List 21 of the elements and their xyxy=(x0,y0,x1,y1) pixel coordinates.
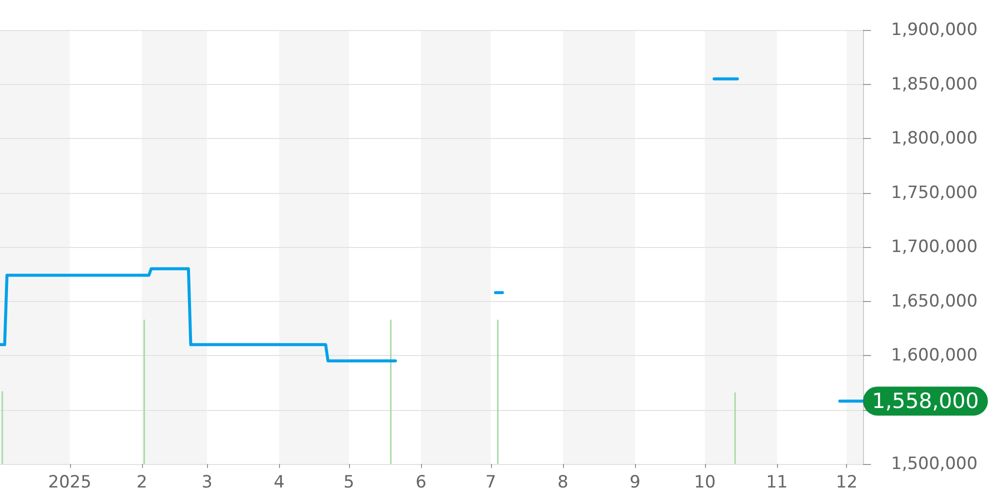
x-tick-label: 6 xyxy=(416,472,426,492)
y-tick-label: 1,900,000 xyxy=(891,20,978,40)
y-tick-label: 1,850,000 xyxy=(891,74,978,94)
y-tick-label: 1,650,000 xyxy=(891,291,978,312)
y-tick-label: 1,700,000 xyxy=(891,237,978,257)
y-tick-label: 1,750,000 xyxy=(891,182,978,203)
x-tick-label: 3 xyxy=(202,472,212,492)
data-label: 1,558,000 xyxy=(872,389,979,414)
x-tick-label: 2 xyxy=(136,472,148,492)
x-tick-label: 12 xyxy=(836,472,858,492)
x-tick-label: 7 xyxy=(485,472,496,492)
x-tick-label: 4 xyxy=(274,472,285,492)
x-tick-label: 2025 xyxy=(48,472,92,492)
y-tick-label: 1,800,000 xyxy=(891,128,978,148)
y-tick-label: 1,600,000 xyxy=(891,346,978,366)
x-tick-label: 11 xyxy=(766,472,788,492)
x-tick-label: 5 xyxy=(344,472,354,492)
x-tick-label: 9 xyxy=(630,472,640,492)
x-tick-label: 8 xyxy=(558,472,568,492)
x-tick-label: 10 xyxy=(694,472,716,492)
y-tick-label: 1,500,000 xyxy=(891,454,978,474)
